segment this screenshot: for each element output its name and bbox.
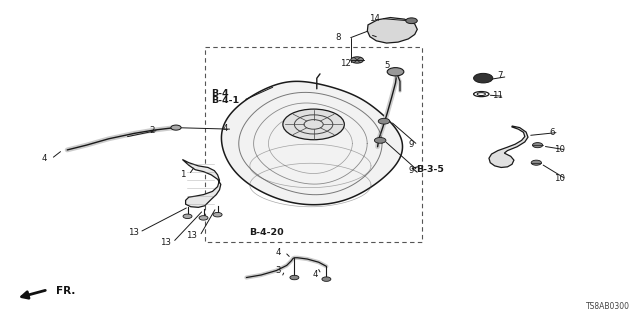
Circle shape xyxy=(213,212,222,217)
Circle shape xyxy=(387,68,404,76)
Text: B-3-5: B-3-5 xyxy=(416,165,444,174)
Circle shape xyxy=(283,109,344,140)
Text: 9: 9 xyxy=(409,166,414,174)
Circle shape xyxy=(322,277,331,281)
Polygon shape xyxy=(367,18,417,43)
Circle shape xyxy=(474,73,493,83)
Circle shape xyxy=(531,160,541,165)
Circle shape xyxy=(171,125,181,130)
Circle shape xyxy=(290,275,299,280)
Text: B-4-20: B-4-20 xyxy=(250,228,284,237)
Text: 5: 5 xyxy=(385,61,390,70)
Text: 10: 10 xyxy=(554,174,566,183)
Text: TS8AB0300: TS8AB0300 xyxy=(586,302,630,311)
Text: 3: 3 xyxy=(276,266,281,275)
Text: 4: 4 xyxy=(276,248,281,256)
Circle shape xyxy=(183,214,192,219)
Circle shape xyxy=(199,216,208,220)
Text: 13: 13 xyxy=(186,231,198,240)
Text: 8: 8 xyxy=(335,33,340,42)
Text: 14: 14 xyxy=(369,14,380,23)
Text: 1: 1 xyxy=(180,170,185,179)
Text: B-4-1: B-4-1 xyxy=(211,96,239,105)
Text: 13: 13 xyxy=(127,228,139,237)
Text: FR.: FR. xyxy=(56,286,76,296)
Text: 9: 9 xyxy=(409,140,414,149)
Bar xyxy=(205,47,422,242)
Text: 6: 6 xyxy=(549,128,554,137)
Polygon shape xyxy=(182,160,221,207)
Text: 7: 7 xyxy=(498,71,503,80)
Circle shape xyxy=(378,118,390,124)
Text: 2: 2 xyxy=(150,126,155,135)
Polygon shape xyxy=(489,126,528,167)
Circle shape xyxy=(374,137,386,143)
Circle shape xyxy=(532,143,543,148)
Text: B-4: B-4 xyxy=(211,89,229,98)
Text: 13: 13 xyxy=(159,238,171,247)
Circle shape xyxy=(406,18,417,24)
Text: 10: 10 xyxy=(554,145,566,154)
Text: 11: 11 xyxy=(492,91,504,100)
Text: 12: 12 xyxy=(340,59,351,68)
Text: 4: 4 xyxy=(223,124,228,133)
Text: 4: 4 xyxy=(312,270,317,279)
Polygon shape xyxy=(221,81,403,205)
Text: 4: 4 xyxy=(42,154,47,163)
Circle shape xyxy=(351,57,364,63)
